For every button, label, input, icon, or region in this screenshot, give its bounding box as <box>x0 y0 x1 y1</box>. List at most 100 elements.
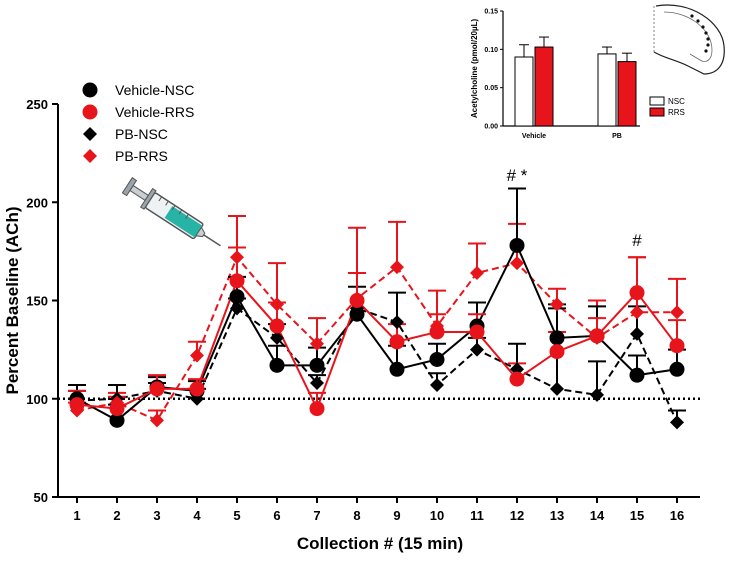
data-point <box>150 413 164 428</box>
x-tick-label: 13 <box>550 508 564 523</box>
legend-label: Vehicle-NSC <box>115 82 194 98</box>
x-tick-label: 7 <box>313 508 320 523</box>
x-tick-label: 2 <box>113 508 120 523</box>
data-point <box>469 324 485 340</box>
data-point <box>509 237 525 253</box>
inset-x-tick-label: Vehicle <box>522 133 546 140</box>
data-point <box>270 297 284 312</box>
x-tick-label: 9 <box>393 508 400 523</box>
inset-x-tick-label: PB <box>612 133 622 140</box>
data-point <box>629 367 645 383</box>
data-point <box>429 351 445 367</box>
legend-marker <box>83 149 97 163</box>
data-point <box>629 285 645 301</box>
inset-y-tick-label: 0.10 <box>484 47 498 54</box>
inset-bar <box>597 53 617 127</box>
inset-legend-swatch <box>649 107 665 117</box>
syringe-icon <box>121 177 221 247</box>
inset-y-axis-title: Acetylcholine (pmol/20µL) <box>470 19 479 119</box>
inset-y-tick-label: 0.00 <box>484 124 498 131</box>
x-tick-label: 15 <box>630 508 644 523</box>
data-point <box>669 338 685 354</box>
inset-y-tick-label: 0.05 <box>484 85 498 92</box>
data-point <box>389 361 405 377</box>
x-tick-label: 5 <box>233 508 240 523</box>
x-tick-label: 10 <box>430 508 444 523</box>
series-line-pb-nsc <box>76 306 678 423</box>
data-point <box>270 330 284 345</box>
data-point <box>549 330 565 346</box>
inset-legend-label: RRS <box>668 108 685 117</box>
data-point <box>470 342 484 357</box>
x-tick-label: 3 <box>153 508 160 523</box>
data-point <box>470 265 484 280</box>
legend-label: PB-NSC <box>115 126 168 142</box>
data-point <box>509 371 525 387</box>
legend-label: Vehicle-RRS <box>115 104 194 120</box>
data-point <box>349 293 365 308</box>
data-point <box>550 381 564 396</box>
y-axis-title: Percent Baseline (ACh) <box>3 207 22 395</box>
inset-y-tick-label: 0.15 <box>484 9 498 16</box>
y-tick-label: 200 <box>26 195 48 210</box>
data-point <box>549 344 565 360</box>
data-point <box>670 415 684 430</box>
data-point <box>630 305 644 320</box>
inset-bar <box>617 61 637 127</box>
data-point <box>669 361 685 377</box>
inset-legend-swatch <box>649 96 665 106</box>
data-point <box>190 348 204 363</box>
inset-bar <box>514 56 534 127</box>
legend-marker <box>82 104 98 120</box>
legend-marker <box>82 82 98 98</box>
data-point <box>590 387 604 402</box>
data-point <box>630 326 644 341</box>
data-point <box>589 328 605 344</box>
data-point <box>390 315 404 330</box>
data-point <box>389 334 405 350</box>
data-point <box>269 318 285 334</box>
legend-marker <box>83 127 97 141</box>
data-point <box>309 357 325 373</box>
data-point <box>69 397 85 413</box>
data-point <box>430 377 444 392</box>
x-tick-label: 12 <box>510 508 524 523</box>
data-point <box>309 401 325 417</box>
x-tick-label: 8 <box>353 508 360 523</box>
significance-marker: # <box>632 231 642 250</box>
data-point <box>310 336 324 351</box>
x-tick-label: 4 <box>193 508 201 523</box>
inset-legend-label: NSC <box>668 97 685 106</box>
data-point <box>109 412 125 428</box>
data-point <box>149 381 165 397</box>
y-tick-label: 150 <box>26 294 48 309</box>
inset-bar <box>534 46 554 127</box>
y-tick-label: 50 <box>34 490 48 505</box>
x-tick-label: 11 <box>470 508 484 523</box>
data-point <box>429 324 445 340</box>
significance-marker: # * <box>507 166 528 185</box>
data-point <box>229 273 245 289</box>
series-line-vehicle-rrs <box>76 278 678 412</box>
data-point <box>229 289 245 305</box>
x-tick-label: 14 <box>590 508 605 523</box>
data-point <box>269 357 285 373</box>
data-point <box>349 306 365 322</box>
data-point <box>230 250 244 265</box>
x-tick-label: 6 <box>273 508 280 523</box>
data-point <box>670 305 684 320</box>
data-point <box>550 297 564 312</box>
y-tick-label: 100 <box>26 392 48 407</box>
data-point <box>390 260 404 275</box>
data-point <box>510 256 524 271</box>
data-point <box>310 376 324 391</box>
x-tick-label: 16 <box>670 508 684 523</box>
x-tick-label: 1 <box>73 508 80 523</box>
data-point <box>189 381 205 397</box>
brain-section-icon <box>653 4 725 75</box>
x-axis-title: Collection # (15 min) <box>297 534 463 553</box>
data-point <box>230 301 244 316</box>
